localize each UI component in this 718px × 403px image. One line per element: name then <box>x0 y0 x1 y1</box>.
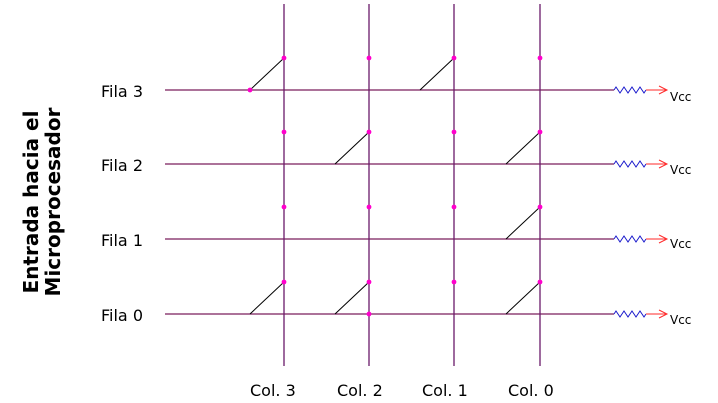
matrix-lines <box>165 4 614 366</box>
resistor-icon <box>613 86 647 94</box>
resistor-icon <box>613 235 647 243</box>
row-node <box>366 311 372 317</box>
column-node <box>537 129 543 135</box>
column-node <box>537 55 543 61</box>
column-node <box>451 204 457 210</box>
column-node <box>537 204 543 210</box>
arrow-icon <box>658 159 669 169</box>
switch-contact <box>505 131 541 165</box>
column-node <box>451 129 457 135</box>
switch-group <box>249 57 541 315</box>
pullup-group <box>613 85 669 319</box>
arrow-icon <box>658 234 669 244</box>
switch-contact <box>249 281 285 315</box>
switch-contact <box>505 281 541 315</box>
switch-contact <box>334 131 370 165</box>
switch-contact <box>419 57 455 91</box>
resistor-icon <box>613 310 647 318</box>
switch-contact <box>505 206 541 240</box>
arrow-icon <box>658 85 669 95</box>
column-node <box>366 204 372 210</box>
column-node <box>281 55 287 61</box>
switch-contact <box>334 281 370 315</box>
switch-contact <box>249 57 285 91</box>
column-node <box>281 204 287 210</box>
column-node <box>451 55 457 61</box>
row-node <box>247 87 253 93</box>
column-node <box>537 279 543 285</box>
column-node <box>366 55 372 61</box>
column-node <box>281 279 287 285</box>
resistor-icon <box>613 160 647 168</box>
arrow-icon <box>658 309 669 319</box>
column-node <box>451 279 457 285</box>
node-group <box>247 55 543 317</box>
column-node <box>281 129 287 135</box>
column-node <box>366 279 372 285</box>
column-node <box>366 129 372 135</box>
